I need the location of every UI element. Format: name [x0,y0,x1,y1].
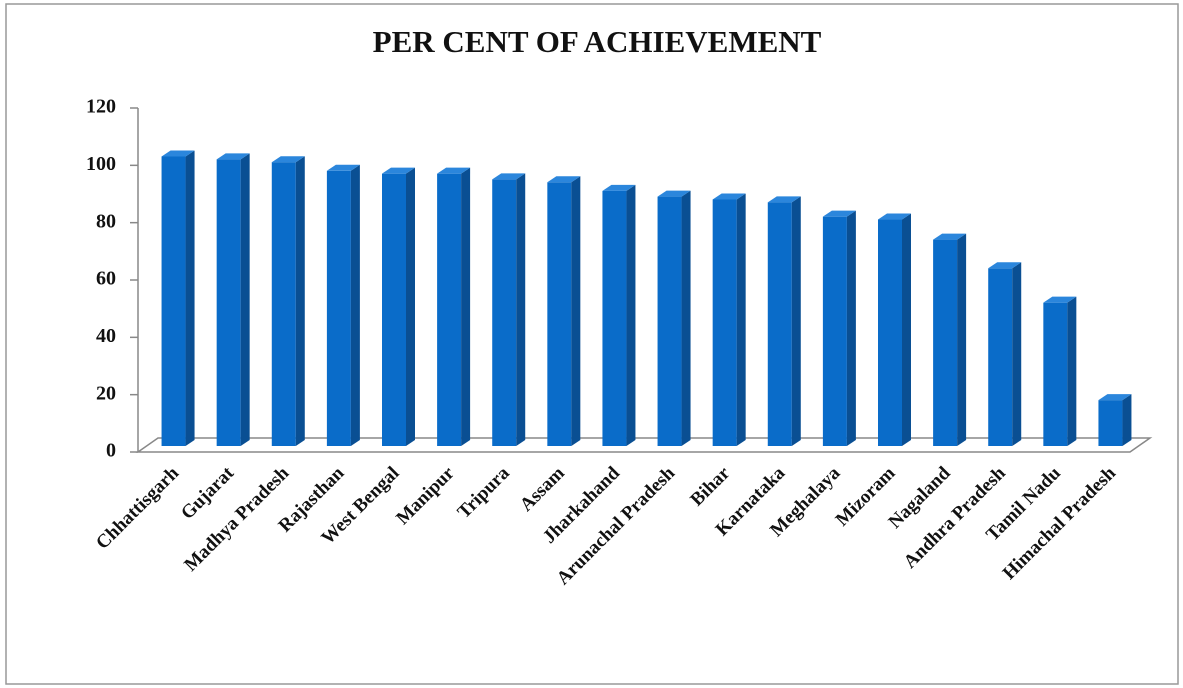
bar [602,184,636,446]
bar-front [492,179,517,446]
bar-side [846,210,856,446]
bar-side [571,176,581,446]
bar-side [406,167,415,446]
bar [382,167,415,446]
y-tick-label: 80 [96,210,116,232]
bar-top [822,210,856,217]
floor [135,437,1153,453]
bar-top [547,176,581,183]
bar [657,190,691,446]
bar-front [547,182,572,446]
bar-front [933,239,958,446]
bar [161,150,195,446]
y-tick-label: 60 [96,268,116,290]
bar-side [350,164,360,447]
bar-front [767,202,792,446]
y-tick-label: 100 [86,153,116,175]
bar-top [878,213,911,220]
bar [547,176,581,446]
bar-front [602,190,627,446]
bar-front [216,159,241,447]
bar-front [712,199,737,446]
chart-title: PER CENT OF ACHIEVEMENT [373,24,822,59]
bar [1098,394,1132,446]
bar [712,193,746,446]
bar [271,156,305,446]
bar-top [492,173,526,180]
y-tick-label: 120 [86,96,116,118]
bar [878,213,911,446]
bar-front [326,170,351,447]
bar-top [1043,296,1077,303]
bar-side [295,156,305,446]
bar-top [1098,394,1132,401]
bar-top [161,150,195,157]
bar-side [516,173,526,446]
bar [326,164,360,447]
bar-top [382,167,415,174]
bar-top [326,164,360,171]
bar-side [240,153,250,447]
bar-front [822,216,847,446]
bar-top [602,184,636,191]
bar-front [382,173,406,446]
bar-side [1012,262,1022,446]
bar-side [681,190,691,446]
bar-top [712,193,746,200]
bar-top [988,262,1022,269]
bar-top [657,190,691,197]
bar-front [1098,400,1123,446]
bar-front [988,268,1013,446]
bar [988,262,1022,446]
bar-front [878,219,902,446]
bar-top [216,153,250,160]
bar-side [1067,296,1077,446]
bar [1043,296,1077,446]
chart-border [5,3,1179,685]
bar-top [767,196,801,203]
y-tick-label: 40 [96,325,116,347]
bar-front [161,156,186,446]
bar-side [791,196,801,446]
y-tick-label: 20 [96,382,116,404]
bar-side [736,193,746,446]
bar [767,196,801,446]
bar-side [185,150,195,446]
bar-front [657,196,682,446]
y-tick-label: 0 [106,440,116,462]
bar [492,173,526,446]
bar [822,210,856,446]
bar [216,153,250,447]
bar-side [1122,394,1132,446]
bar-side [461,167,471,446]
bar-side [957,233,967,446]
bar-side [902,213,911,446]
bar [933,233,967,446]
bar [437,167,471,446]
bar-top [933,233,967,240]
bar-front [271,162,296,446]
bar-front [437,173,462,446]
bar-front [1043,302,1068,446]
bar-top [437,167,471,174]
bar-side [626,184,636,446]
bar-top [271,156,305,163]
